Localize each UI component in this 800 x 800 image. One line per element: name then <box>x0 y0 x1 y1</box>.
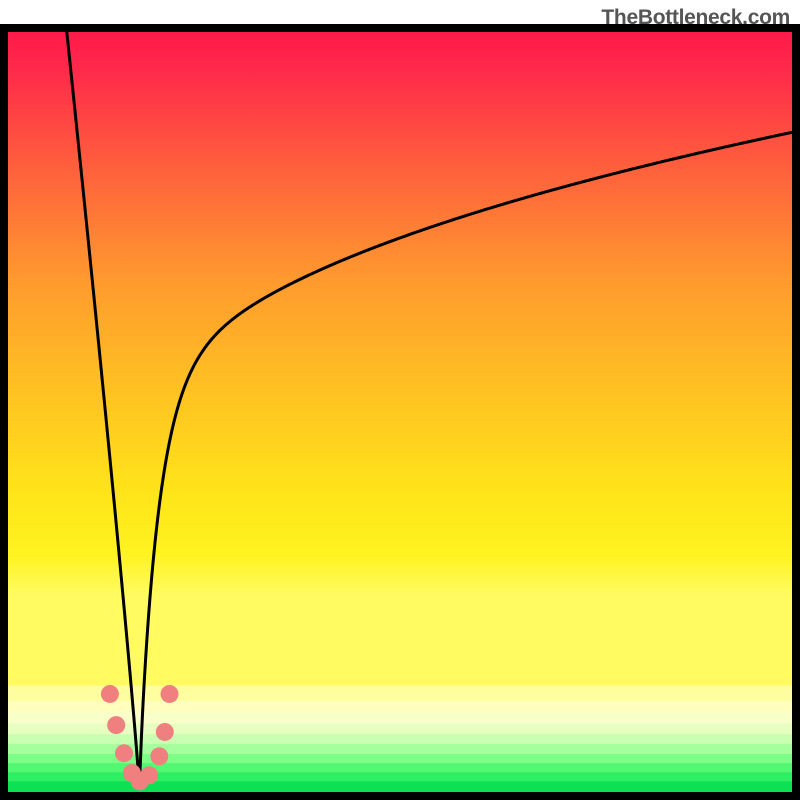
bottleneck-chart <box>0 0 800 800</box>
chart-container: TheBottleneck.com <box>0 0 800 800</box>
watermark-text: TheBottleneck.com <box>601 6 790 30</box>
